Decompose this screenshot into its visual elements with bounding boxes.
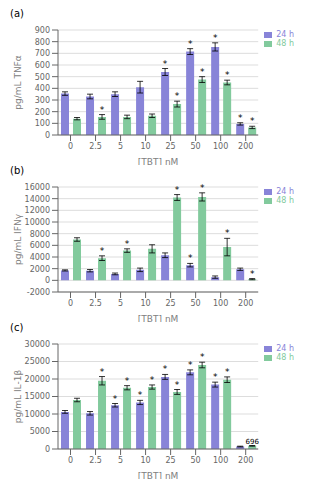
svg-text:25: 25 [166,456,176,465]
svg-text:100: 100 [213,456,228,465]
svg-text:*: * [250,269,255,279]
svg-text:10: 10 [140,456,150,465]
svg-text:*: * [100,246,105,256]
svg-text:*: * [225,70,230,80]
html-text:(b): (b) [10,165,25,176]
svg-text:600: 600 [35,61,50,70]
svg-text:*: * [175,91,180,101]
svg-text:100: 100 [213,299,228,308]
svg-text:0: 0 [68,456,73,465]
svg-text:5: 5 [118,142,123,151]
svg-text:0: 0 [68,142,73,151]
svg-text:*: * [188,360,193,370]
svg-text:[TBT] nM: [TBT] nM [138,471,179,479]
svg-text:10: 10 [140,142,150,151]
svg-text:200: 200 [35,108,50,117]
svg-text:*: * [250,116,255,126]
svg-text:800: 800 [35,38,50,47]
svg-text:*: * [213,372,218,382]
svg-text:*: * [138,390,143,400]
svg-text:*: * [150,375,155,385]
svg-text:pg/mL IL-1β: pg/mL IL-1β [13,370,23,424]
html-text:(c): (c) [10,322,24,333]
svg-text:6000: 6000 [30,241,50,250]
svg-text:*: * [188,39,193,49]
html-text:24 h: 24 h [276,344,294,353]
svg-text:50: 50 [191,142,201,151]
svg-text:10000: 10000 [25,218,50,227]
svg-text:25: 25 [166,299,176,308]
svg-text:400: 400 [35,84,50,93]
svg-text:500: 500 [35,73,50,82]
svg-text:2000: 2000 [30,265,50,274]
svg-text:12000: 12000 [25,206,50,215]
svg-text:14000: 14000 [25,195,50,204]
svg-text:25: 25 [166,142,176,151]
svg-text:*: * [200,352,205,362]
svg-text:8000: 8000 [30,230,50,239]
svg-text:*: * [225,228,230,238]
svg-text:*: * [188,253,193,263]
svg-text:pg/mL TNFα: pg/mL TNFα [13,55,23,110]
svg-text:4000: 4000 [30,253,50,262]
svg-text:*: * [125,239,130,249]
html-text:48 h: 48 h [276,353,294,362]
svg-text:*: * [163,364,168,374]
svg-text:15000: 15000 [25,392,50,401]
svg-text:900: 900 [35,26,50,35]
svg-text:*: * [100,105,105,115]
svg-text:16000: 16000 [25,183,50,192]
svg-text:*: * [200,183,205,193]
svg-text:10: 10 [140,299,150,308]
svg-text:5000: 5000 [30,427,50,436]
svg-text:5: 5 [118,299,123,308]
svg-text:-2000: -2000 [27,288,50,297]
svg-text:696: 696 [245,438,259,446]
svg-text:*: * [163,59,168,69]
svg-text:[TBT] nM: [TBT] nM [138,157,179,165]
svg-text:[TBT] nM: [TBT] nM [138,314,179,322]
svg-text:0: 0 [45,276,50,285]
svg-text:50: 50 [191,456,201,465]
svg-text:*: * [125,376,130,386]
svg-text:100: 100 [35,119,50,128]
svg-text:200: 200 [238,456,253,465]
html-text:24 h: 24 h [276,30,294,39]
svg-text:*: * [100,367,105,377]
html-text:24 h: 24 h [276,187,294,196]
svg-text:200: 200 [238,299,253,308]
svg-text:pg/mL IFNγ: pg/mL IFNγ [13,213,23,265]
html-text:48 h: 48 h [276,39,294,48]
svg-text:*: * [225,367,230,377]
html-text:(a): (a) [10,8,24,19]
svg-text:*: * [113,394,118,404]
svg-text:10000: 10000 [25,410,50,419]
svg-text:700: 700 [35,49,50,58]
svg-text:200: 200 [238,142,253,151]
svg-text:0: 0 [45,445,50,454]
svg-text:2.5: 2.5 [89,299,102,308]
svg-text:2.5: 2.5 [89,142,102,151]
svg-text:30000: 30000 [25,340,50,349]
html-text:48 h: 48 h [276,196,294,205]
svg-text:50: 50 [191,299,201,308]
svg-text:0: 0 [68,299,73,308]
svg-text:100: 100 [213,142,228,151]
svg-text:25000: 25000 [25,357,50,366]
svg-text:*: * [175,380,180,390]
svg-text:300: 300 [35,96,50,105]
svg-text:0: 0 [45,131,50,140]
svg-text:*: * [238,113,243,123]
svg-text:20000: 20000 [25,375,50,384]
svg-text:*: * [213,33,218,43]
svg-text:*: * [200,67,205,77]
svg-text:2.5: 2.5 [89,456,102,465]
svg-text:*: * [175,185,180,195]
svg-text:5: 5 [118,456,123,465]
